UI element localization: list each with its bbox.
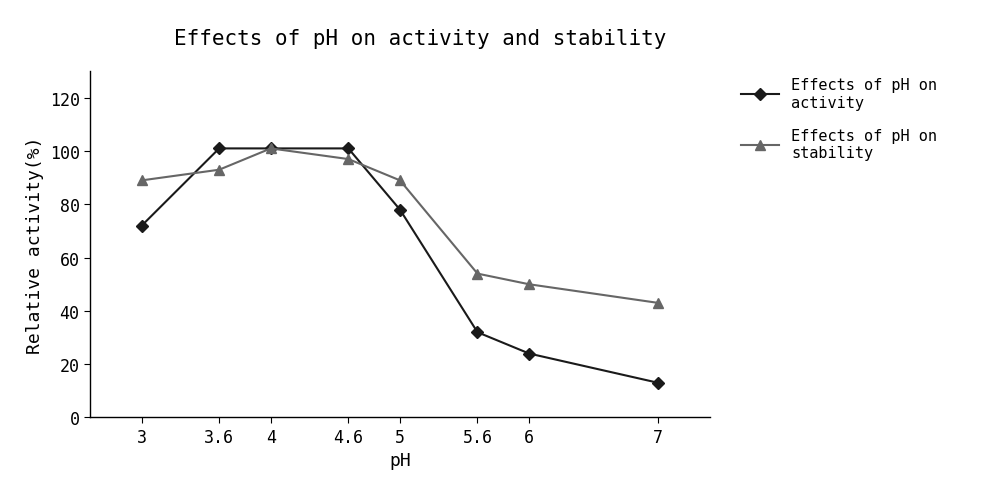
Line: Effects of pH on
activity: Effects of pH on activity xyxy=(138,145,662,387)
Effects of pH on
stability xyxy=(523,282,535,288)
Effects of pH on
activity xyxy=(265,146,277,152)
Effects of pH on
activity xyxy=(342,146,354,152)
Effects of pH on
activity xyxy=(472,330,484,336)
Effects of pH on
activity xyxy=(523,351,535,357)
Effects of pH on
stability xyxy=(652,300,664,306)
X-axis label: pH: pH xyxy=(389,452,411,469)
Effects of pH on
activity xyxy=(136,223,148,229)
Effects of pH on
activity xyxy=(213,146,225,152)
Effects of pH on
activity xyxy=(394,207,406,213)
Legend: Effects of pH on
activity, Effects of pH on
stability: Effects of pH on activity, Effects of pH… xyxy=(735,72,943,167)
Effects of pH on
stability xyxy=(213,168,225,173)
Text: Effects of pH on activity and stability: Effects of pH on activity and stability xyxy=(174,29,666,49)
Effects of pH on
activity xyxy=(652,380,664,386)
Effects of pH on
stability xyxy=(136,178,148,184)
Effects of pH on
stability xyxy=(472,271,484,277)
Effects of pH on
stability xyxy=(342,157,354,163)
Y-axis label: Relative activity(%): Relative activity(%) xyxy=(26,136,44,353)
Effects of pH on
stability xyxy=(394,178,406,184)
Line: Effects of pH on
stability: Effects of pH on stability xyxy=(137,144,663,308)
Effects of pH on
stability xyxy=(265,146,277,152)
